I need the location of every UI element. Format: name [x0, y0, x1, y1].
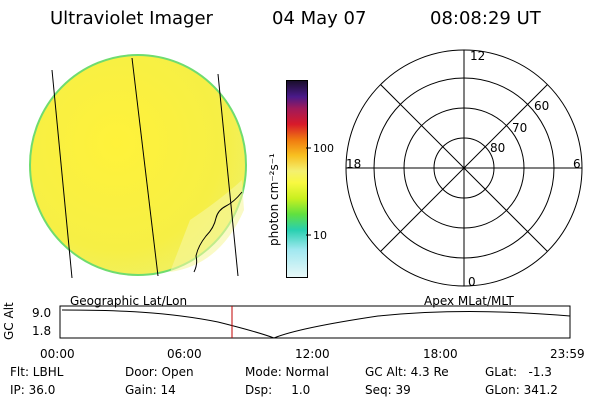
polar-diagonal	[380, 84, 548, 252]
meridian-line	[51, 69, 73, 279]
altitude-ytick-9: 9.0	[32, 306, 52, 320]
time-tick-12: 12:00	[295, 347, 330, 361]
meridian-line	[217, 73, 239, 277]
lat-label-70: 70	[512, 121, 527, 135]
mlt-label-18: 18	[346, 157, 361, 171]
colorbar-tick-10: 10	[313, 229, 327, 242]
altitude-ytick-1: 1.8	[32, 324, 52, 338]
mlt-label-12: 12	[470, 49, 485, 63]
info-mode: Mode: Normal	[245, 365, 329, 379]
time-tick-2359: 23:59	[550, 347, 585, 361]
polar-plot: 12 0 18 6 60 70 80	[345, 49, 583, 289]
altitude-curve	[61, 309, 571, 339]
date-label: 04 May 07	[272, 8, 367, 29]
info-glat: GLat: -1.3	[485, 365, 552, 379]
info-dsp: Dsp: 1.0	[245, 383, 311, 397]
info-flt: Flt: LBHL	[10, 365, 64, 379]
time-tick-06: 06:00	[167, 347, 202, 361]
instrument-title: Ultraviolet Imager	[50, 8, 213, 29]
meridian-line	[131, 57, 159, 277]
time-tick-18: 18:00	[423, 347, 458, 361]
info-glon: GLon: 341.2	[485, 383, 558, 397]
apex-title: Apex MLat/MLT	[424, 294, 514, 308]
colorbar-tick-100: 100	[313, 142, 334, 155]
mlt-label-0: 0	[468, 275, 476, 289]
time-label: 08:08:29 UT	[430, 8, 541, 29]
earth-disk-image	[29, 54, 247, 279]
altitude-ylabel: GC Alt	[2, 302, 16, 340]
altitude-plot-frame	[59, 305, 571, 339]
mlt-label-6: 6	[573, 157, 581, 171]
info-ip: IP: 36.0	[10, 383, 56, 397]
time-tick-00: 00:00	[40, 347, 75, 361]
coastline	[193, 191, 243, 273]
colorbar	[286, 80, 308, 278]
dim-region	[170, 180, 244, 272]
colorbar-ticks: 100 10	[306, 142, 334, 242]
lat-label-80: 80	[490, 141, 505, 155]
info-gc-alt: GC Alt: 4.3 Re	[365, 365, 449, 379]
geographic-title: Geographic Lat/Lon	[70, 294, 188, 308]
info-door: Door: Open	[125, 365, 194, 379]
info-gain: Gain: 14	[125, 383, 176, 397]
altitude-plot	[59, 305, 571, 339]
lat-label-60: 60	[534, 99, 549, 113]
info-seq: Seq: 39	[365, 383, 411, 397]
